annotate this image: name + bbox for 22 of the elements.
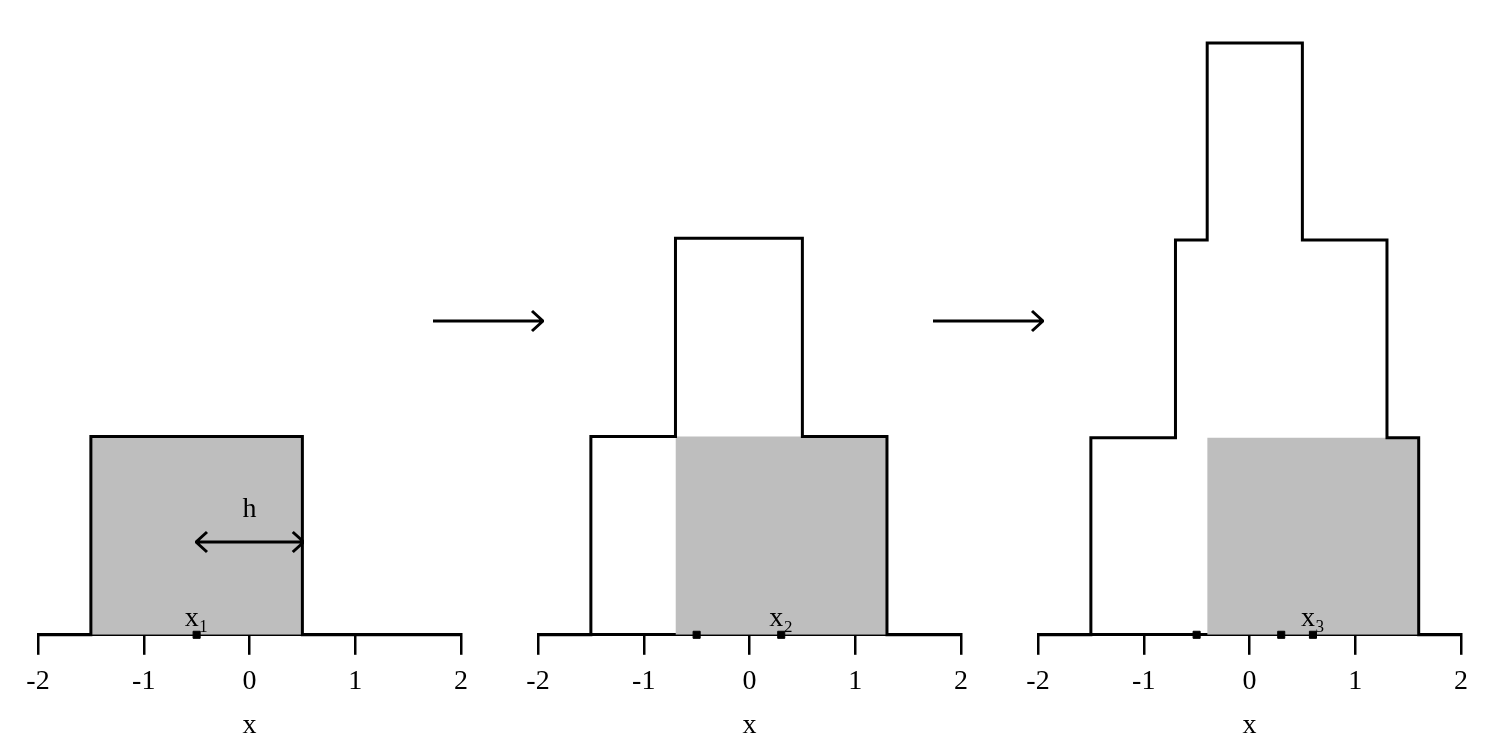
x-tick-label: 1 (1348, 663, 1363, 695)
x-tick-label: 0 (242, 663, 257, 695)
x-axis-title: x (1242, 707, 1257, 739)
x-tick-label: 2 (954, 663, 968, 695)
x-tick-label: -2 (1026, 663, 1050, 695)
x-tick-label: -1 (632, 663, 656, 695)
x-tick-label: 2 (454, 663, 468, 695)
x-tick-label: -2 (526, 663, 550, 695)
annotation: x₃ (1301, 601, 1325, 633)
annotation: x₁ (184, 601, 209, 633)
x-tick-label: -1 (1132, 663, 1156, 695)
annotation: h (242, 492, 257, 524)
annotation: x₂ (769, 601, 794, 633)
x-axis-title: x (242, 707, 257, 739)
x-tick-label: -2 (26, 663, 50, 695)
x-tick-label: 0 (742, 663, 757, 695)
x-axis-title: x (742, 707, 757, 739)
x-tick-label: 2 (1454, 663, 1468, 695)
x-tick-label: 1 (348, 663, 363, 695)
x-tick-label: 1 (848, 663, 863, 695)
x-tick-label: -1 (132, 663, 156, 695)
x-tick-label: 0 (1242, 663, 1257, 695)
